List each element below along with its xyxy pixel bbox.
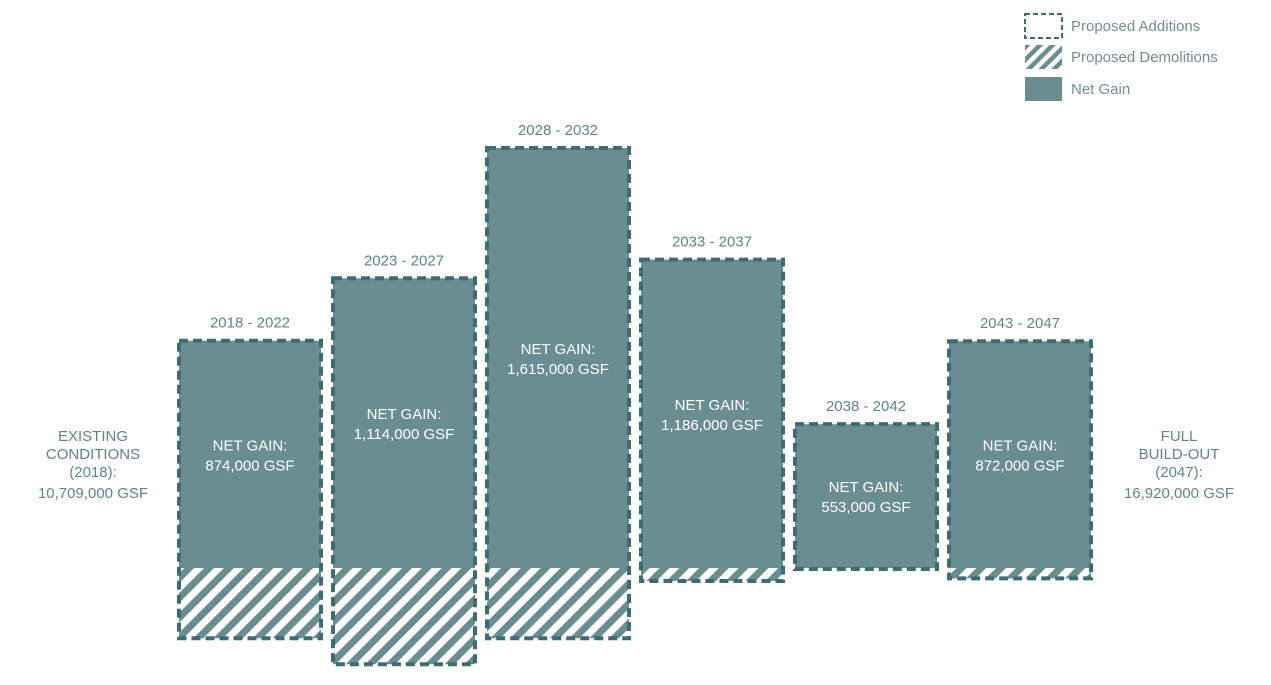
addition-outline — [639, 257, 785, 584]
net-gain-label: NET GAIN: — [675, 397, 750, 414]
net-gain-bar — [487, 148, 629, 568]
bar-group: 2028 - 2032 NET GAIN: 1,615,000 GSF — [485, 122, 631, 641]
period-label: 2033 - 2037 — [672, 234, 752, 251]
buildout-line-4: 16,920,000 GSF — [1124, 485, 1234, 502]
existing-line-4: 10,709,000 GSF — [38, 485, 148, 502]
legend-item-net-gain: Net Gain — [1025, 77, 1130, 101]
legend-label-demolitions: Proposed Demolitions — [1071, 49, 1218, 66]
addition-outline — [177, 338, 323, 641]
net-gain-label: NET GAIN: — [521, 341, 596, 358]
existing-line-1: EXISTING — [58, 428, 128, 445]
net-gain-value: 1,615,000 GSF — [507, 361, 609, 378]
existing-line-2: CONDITIONS — [46, 446, 140, 463]
legend-swatch-additions — [1024, 13, 1063, 39]
buildout-line-3: (2047): — [1155, 464, 1203, 481]
net-gain-label: NET GAIN: — [213, 437, 288, 454]
net-gain-value: 553,000 GSF — [821, 499, 910, 516]
period-label: 2028 - 2032 — [518, 122, 598, 139]
demolition-bar — [333, 568, 475, 665]
buildout-line-1: FULL — [1161, 428, 1198, 445]
legend-label-additions: Proposed Additions — [1071, 18, 1200, 35]
bar-group: 2038 - 2042 NET GAIN: 553,000 GSF — [793, 398, 939, 571]
addition-outline — [947, 339, 1093, 581]
full-buildout: FULL BUILD-OUT (2047): 16,920,000 GSF — [1124, 428, 1234, 502]
net-gain-bar — [641, 259, 783, 568]
net-gain-value: 1,114,000 GSF — [354, 426, 455, 443]
legend-item-additions: Proposed Additions — [1024, 13, 1200, 39]
legend-item-demolitions: Proposed Demolitions — [1025, 45, 1218, 69]
bar-group: 2018 - 2022 NET GAIN: 874,000 GSF — [177, 315, 323, 641]
existing-line-3: (2018): — [69, 464, 117, 481]
legend-swatch-net-gain — [1025, 77, 1062, 101]
net-gain-label: NET GAIN: — [367, 406, 442, 423]
net-gain-label: NET GAIN: — [829, 479, 904, 496]
net-gain-bar — [333, 278, 475, 568]
bar-group: 2033 - 2037 NET GAIN: 1,186,000 GSF — [639, 234, 785, 584]
net-gain-label: NET GAIN: — [983, 438, 1058, 455]
net-gain-value: 872,000 GSF — [975, 458, 1064, 475]
net-gain-value: 1,186,000 GSF — [661, 417, 763, 434]
demolition-bar — [179, 568, 321, 639]
net-gain-value: 874,000 GSF — [205, 457, 294, 474]
net-gain-bar — [949, 341, 1091, 568]
bars: 2018 - 2022 NET GAIN: 874,000 GSF 2023 - 20… — [177, 122, 1093, 667]
existing-conditions: EXISTING CONDITIONS (2018): 10,709,000 G… — [38, 428, 148, 502]
net-gain-bar — [179, 340, 321, 568]
demolition-bar — [641, 568, 783, 582]
period-label: 2043 - 2047 — [980, 315, 1060, 332]
legend: Proposed Additions Proposed Demolitions … — [1024, 13, 1218, 101]
period-label: 2023 - 2027 — [364, 252, 444, 269]
net-gain-bar — [795, 424, 937, 568]
addition-outline — [485, 146, 631, 641]
legend-swatch-demolitions — [1025, 45, 1062, 69]
period-label: 2038 - 2042 — [826, 398, 906, 415]
legend-label-net-gain: Net Gain — [1071, 81, 1130, 98]
addition-outline — [793, 422, 939, 571]
addition-outline — [331, 276, 477, 667]
buildout-line-2: BUILD-OUT — [1139, 446, 1220, 463]
demolition-bar — [949, 568, 1091, 579]
period-label: 2018 - 2022 — [210, 315, 290, 332]
bar-group: 2023 - 2027 NET GAIN: 1,114,000 GSF — [331, 252, 477, 667]
bar-group: 2043 - 2047 NET GAIN: 872,000 GSF — [947, 315, 1093, 581]
demolition-bar — [487, 568, 629, 639]
